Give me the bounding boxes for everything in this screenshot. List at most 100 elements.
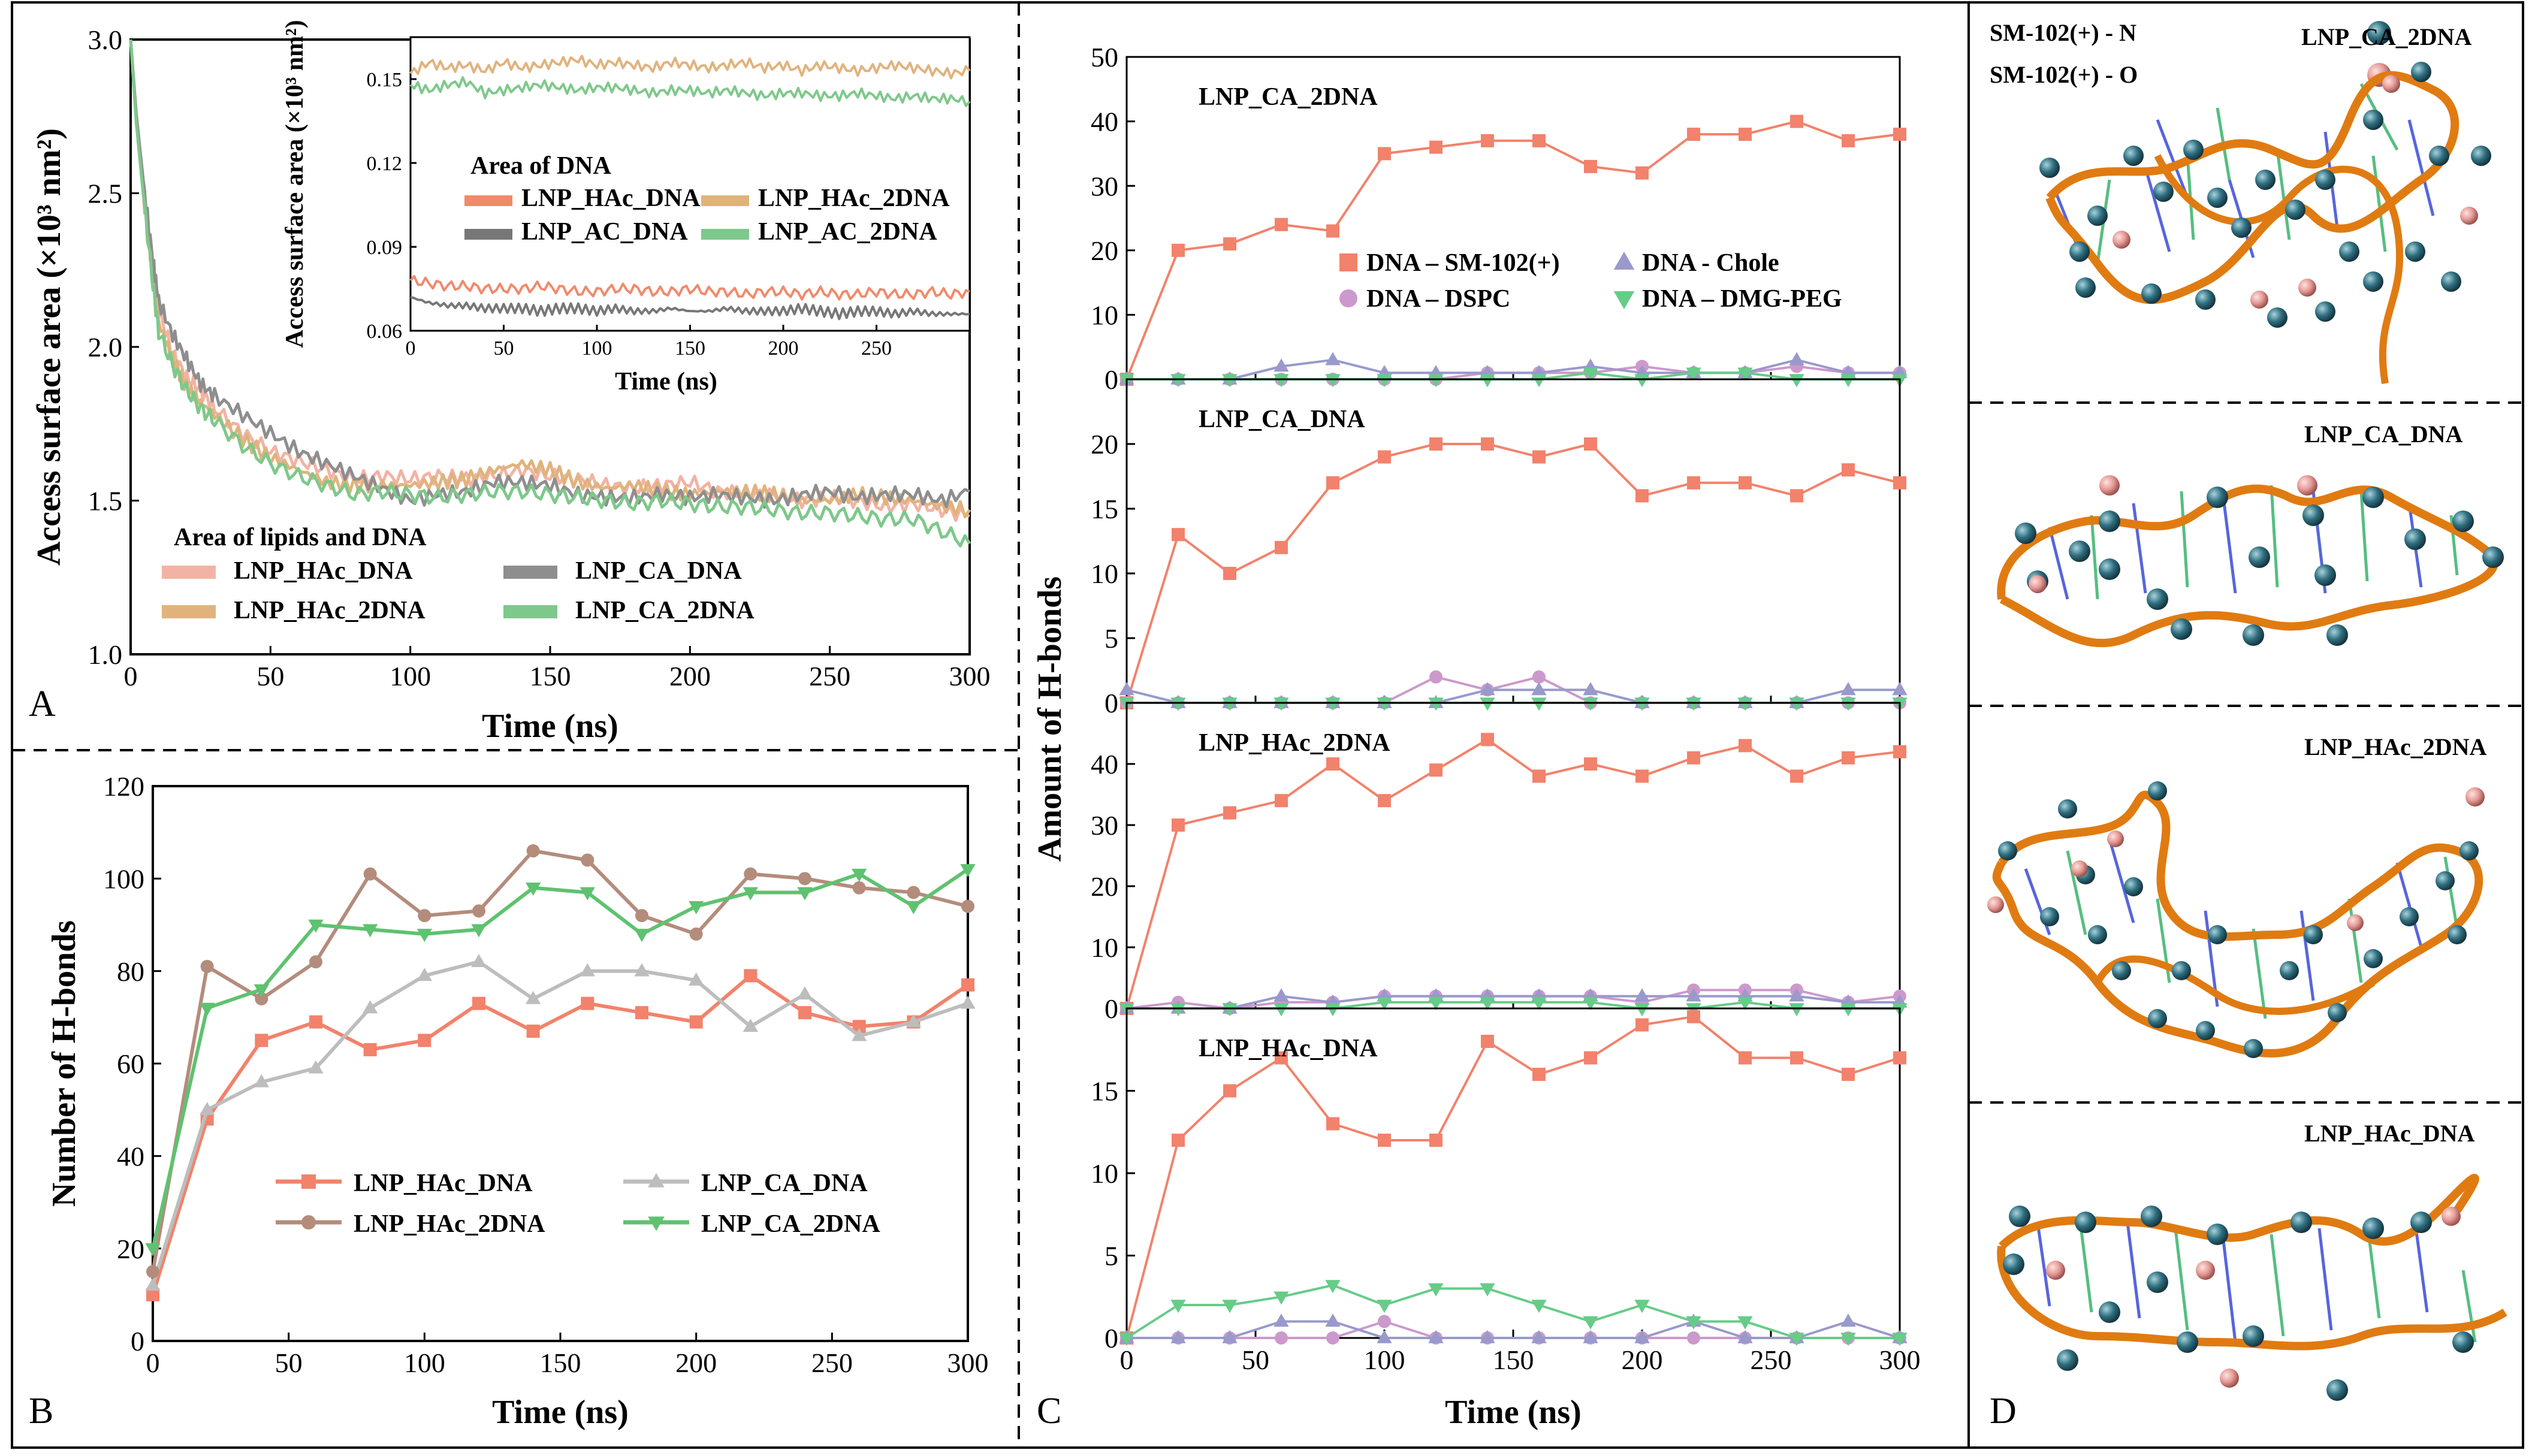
chart-c-sub1-ytick-label: 30 (1091, 171, 1118, 201)
chart-c-sub1-point-sm-102 (1635, 166, 1649, 180)
chart-b-legend-marker-lnp-hac-2dna (301, 1215, 316, 1230)
chart-c-sub1-point-sm-102 (1893, 128, 1906, 141)
chart-c-sub4-point-chole (1531, 1330, 1547, 1343)
chart-c-sub2-point-dmg-peg (1222, 697, 1238, 711)
chart-c-sub3-series-chole (1127, 995, 1900, 1010)
chart-b-point-lnp-ca-dna (797, 986, 813, 1000)
chart-c-sub4-point-chole (1737, 1330, 1753, 1343)
chart-c-legend-marker-chole (1613, 252, 1635, 270)
chart-b-point-lnp-ca-2dna (743, 887, 758, 901)
chart-c-sub2-point-chole (1480, 682, 1495, 696)
chart-c-sub2-point-sm-102 (1739, 476, 1752, 490)
chart-c-sub4-ytick-label: 10 (1091, 1158, 1118, 1189)
chart-c-sub3-point-sm-102 (1635, 769, 1649, 783)
chart-c-sub2-point-sm-102 (1842, 463, 1855, 477)
chart-b: 0 50 100 150 200 250 300 0 20 40 60 80 100 120 Time (n… (46, 771, 989, 1431)
chart-b-point-lnp-ca-2dna (417, 929, 432, 943)
chart-c-sub3-point-dmg-peg (1428, 997, 1444, 1010)
chart-c-sub4-series-sm-102 (1125, 1015, 1900, 1339)
chart-c-sub2-point-chole (1531, 682, 1547, 696)
chart-c-sub4-point-chole (1377, 1330, 1392, 1343)
chart-a-legend-label-lnp-hac-2dna: LNP_HAc_2DNA (234, 597, 425, 624)
chart-b-ytick-label: 0 (131, 1326, 144, 1357)
chart-c-sub4-point-chole (1583, 1330, 1598, 1343)
legend-n-atom-label: SM-102(+) - N (1990, 19, 2136, 46)
chart-c-sub1-point-sm-102 (1223, 237, 1236, 251)
chart-a-inset-ytick-label: 0.06 (367, 321, 403, 343)
chart-c-sub4-point-dmg-peg (1222, 1300, 1238, 1313)
chart-b-legend-marker-lnp-ca-2dna (648, 1216, 665, 1231)
chart-b-point-lnp-hac-dna (581, 996, 594, 1010)
chart-b-point-lnp-hac-2dna (472, 904, 485, 918)
chart-c-sub3-ytick-label: 30 (1091, 810, 1118, 841)
chart-b-point-lnp-ca-dna (689, 972, 704, 986)
chart-b-series-lnp-ca-2dna (151, 868, 969, 1249)
chart-c-sub3-point-sm-102 (1429, 763, 1442, 777)
chart-b-xtick-label: 0 (146, 1348, 160, 1378)
chart-c-sub3-point-chole (1789, 988, 1804, 1002)
chart-c-sub4-ytick-label: 15 (1091, 1076, 1118, 1107)
chart-c-sub3-ytick-label: 20 (1091, 871, 1118, 902)
chart-c-sub3-point-sm-102 (1584, 757, 1597, 771)
chart-c-sub1-point-sm-102 (1326, 224, 1339, 238)
chart-c-legend-label-dmg-peg: DNA – DMG-PEG (1642, 285, 1842, 313)
chart-b-legend-label-lnp-hac-2dna: LNP_HAc_2DNA (354, 1210, 545, 1238)
chart-b-xtick-label: 150 (540, 1348, 581, 1378)
chart-b-xtick-label: 300 (947, 1348, 989, 1378)
chart-c-sub1-point-sm-102 (1790, 114, 1803, 128)
panel-letter-b: B (29, 1391, 53, 1431)
panel-letter-c: C (1037, 1391, 1061, 1431)
chart-c-sub4-point-dmg-peg (1840, 1333, 1856, 1346)
chart-c-sub3-point-dmg-peg (1377, 997, 1392, 1010)
chart-c-sub2-point-dmg-peg (1428, 697, 1444, 711)
chart-c-sub2-point-sm-102 (1326, 476, 1339, 490)
chart-c-sub4-xtick-label: 250 (1751, 1345, 1792, 1375)
chart-a-ytick-label: 2.0 (88, 332, 123, 363)
chart-c-sub1-point-sm-102 (1378, 147, 1391, 161)
chart-c-sub3-point-sm-102 (1739, 739, 1752, 753)
chart-c-sub1-point-sm-102 (1584, 159, 1597, 173)
chart-c-sub4-point-dmg-peg (1789, 1333, 1804, 1346)
chart-a-inset-xtick-label: 100 (582, 337, 612, 360)
chart-a-ytick-label: 3.0 (88, 25, 123, 55)
chart-c-sub1-point-dmg-peg (1531, 374, 1547, 388)
panel-d-structures: SM-102(+) - N SM-102(+) - O LNP_CA_2DNA … (1987, 19, 2507, 1401)
chart-b-point-lnp-ca-2dna (145, 1243, 161, 1256)
chart-a: 0 50 100 150 200 250 300 1.0 1.5 2.0 2.5 3.0 Time (n… (31, 20, 991, 745)
structure-title-1: LNP_CA_2DNA (2301, 23, 2472, 50)
chart-a-xlabel: Time (ns) (482, 708, 618, 745)
chart-b-point-lnp-hac-dna (744, 969, 758, 983)
chart-c-sub3-point-sm-102 (1842, 751, 1855, 765)
chart-c-sub4-point-chole (1222, 1330, 1238, 1343)
chart-c-sub1-point-sm-102 (1687, 128, 1700, 141)
chart-c-sub2-point-sm-102 (1275, 540, 1288, 554)
chart-c-sub3-point-sm-102 (1532, 769, 1546, 783)
chart-a-legend-swatch-lnp-hac-2dna (162, 605, 216, 618)
chart-c-sub4-point-chole (1634, 1330, 1650, 1343)
chart-b-legend-marker-lnp-hac-dna (301, 1174, 316, 1189)
chart-b-point-lnp-hac-2dna (526, 844, 540, 858)
chart-c-sub4-series-chole (1127, 1320, 1900, 1339)
chart-c-sub2-point-dmg-peg (1634, 697, 1650, 711)
chart-c-sub4-point-sm-102 (1893, 1051, 1906, 1065)
chart-b-point-lnp-hac-dna (852, 1020, 866, 1034)
chart-b-legend-label-lnp-hac-dna: LNP_HAc_DNA (354, 1170, 533, 1197)
structure-title-2: LNP_CA_DNA (2304, 421, 2463, 448)
chart-b-ylabel: Number of H-bonds (46, 920, 83, 1207)
chart-c-sub2-point-dmg-peg (1583, 697, 1598, 711)
chart-c-sub4-point-chole (1273, 1313, 1289, 1327)
chart-b-series-lnp-hac-2dna (151, 849, 968, 1272)
chart-c-sub4-xtick-label: 50 (1242, 1345, 1269, 1375)
chart-c-sub2-point-dspc (1532, 670, 1546, 684)
chart-c-sub2-title: LNP_CA_DNA (1199, 406, 1365, 433)
chart-c-sub4-xtick-label: 200 (1622, 1345, 1663, 1375)
chart-c-sub4-point-dmg-peg (1428, 1283, 1444, 1297)
chart-a-inset-legend-label-lnp-hac-2dna: LNP_HAc_2DNA (758, 185, 950, 212)
chart-c-sub2-point-sm-102 (1378, 450, 1391, 464)
chart-c-sub2-point-dmg-peg (1325, 697, 1341, 711)
chart-a-inset-legend-label-lnp-hac-dna: LNP_HAc_DNA (521, 185, 701, 212)
chart-c-ylabel: Amount of H-bonds (1031, 576, 1069, 862)
chart-c-sub1-point-dmg-peg (1634, 374, 1650, 388)
chart-c-sub4-point-dspc (1275, 1331, 1288, 1345)
chart-b-point-lnp-hac-2dna (744, 867, 758, 881)
